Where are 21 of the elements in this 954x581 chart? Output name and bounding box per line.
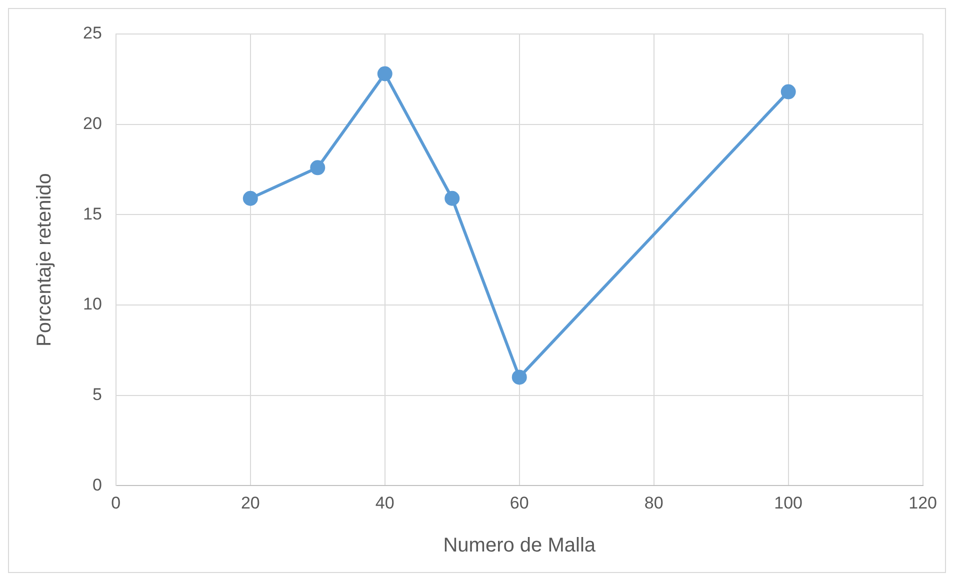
y-tick-label: 15 xyxy=(82,204,102,224)
x-tick-label: 20 xyxy=(240,493,260,512)
point xyxy=(310,160,326,176)
y-axis-title: Porcentaje retenido xyxy=(34,173,56,347)
point xyxy=(444,190,460,206)
point xyxy=(242,190,258,206)
x-tick-label: 120 xyxy=(908,493,938,512)
x-tick-label: 0 xyxy=(111,493,121,512)
point xyxy=(377,66,392,82)
y-tick-label: 20 xyxy=(82,114,102,134)
point xyxy=(512,370,527,385)
x-tick-label: 100 xyxy=(774,493,803,512)
x-tick-label: 60 xyxy=(510,493,529,512)
point xyxy=(780,84,796,100)
x-axis-title: Numero de Malla xyxy=(443,534,596,557)
y-tick-label: 10 xyxy=(82,294,102,314)
y-tick-label: 25 xyxy=(82,24,102,43)
x-tick-label: 80 xyxy=(644,493,664,512)
x-tick-label: 40 xyxy=(375,493,394,512)
y-tick-label: 0 xyxy=(92,475,102,494)
y-tick-label: 5 xyxy=(92,384,102,404)
